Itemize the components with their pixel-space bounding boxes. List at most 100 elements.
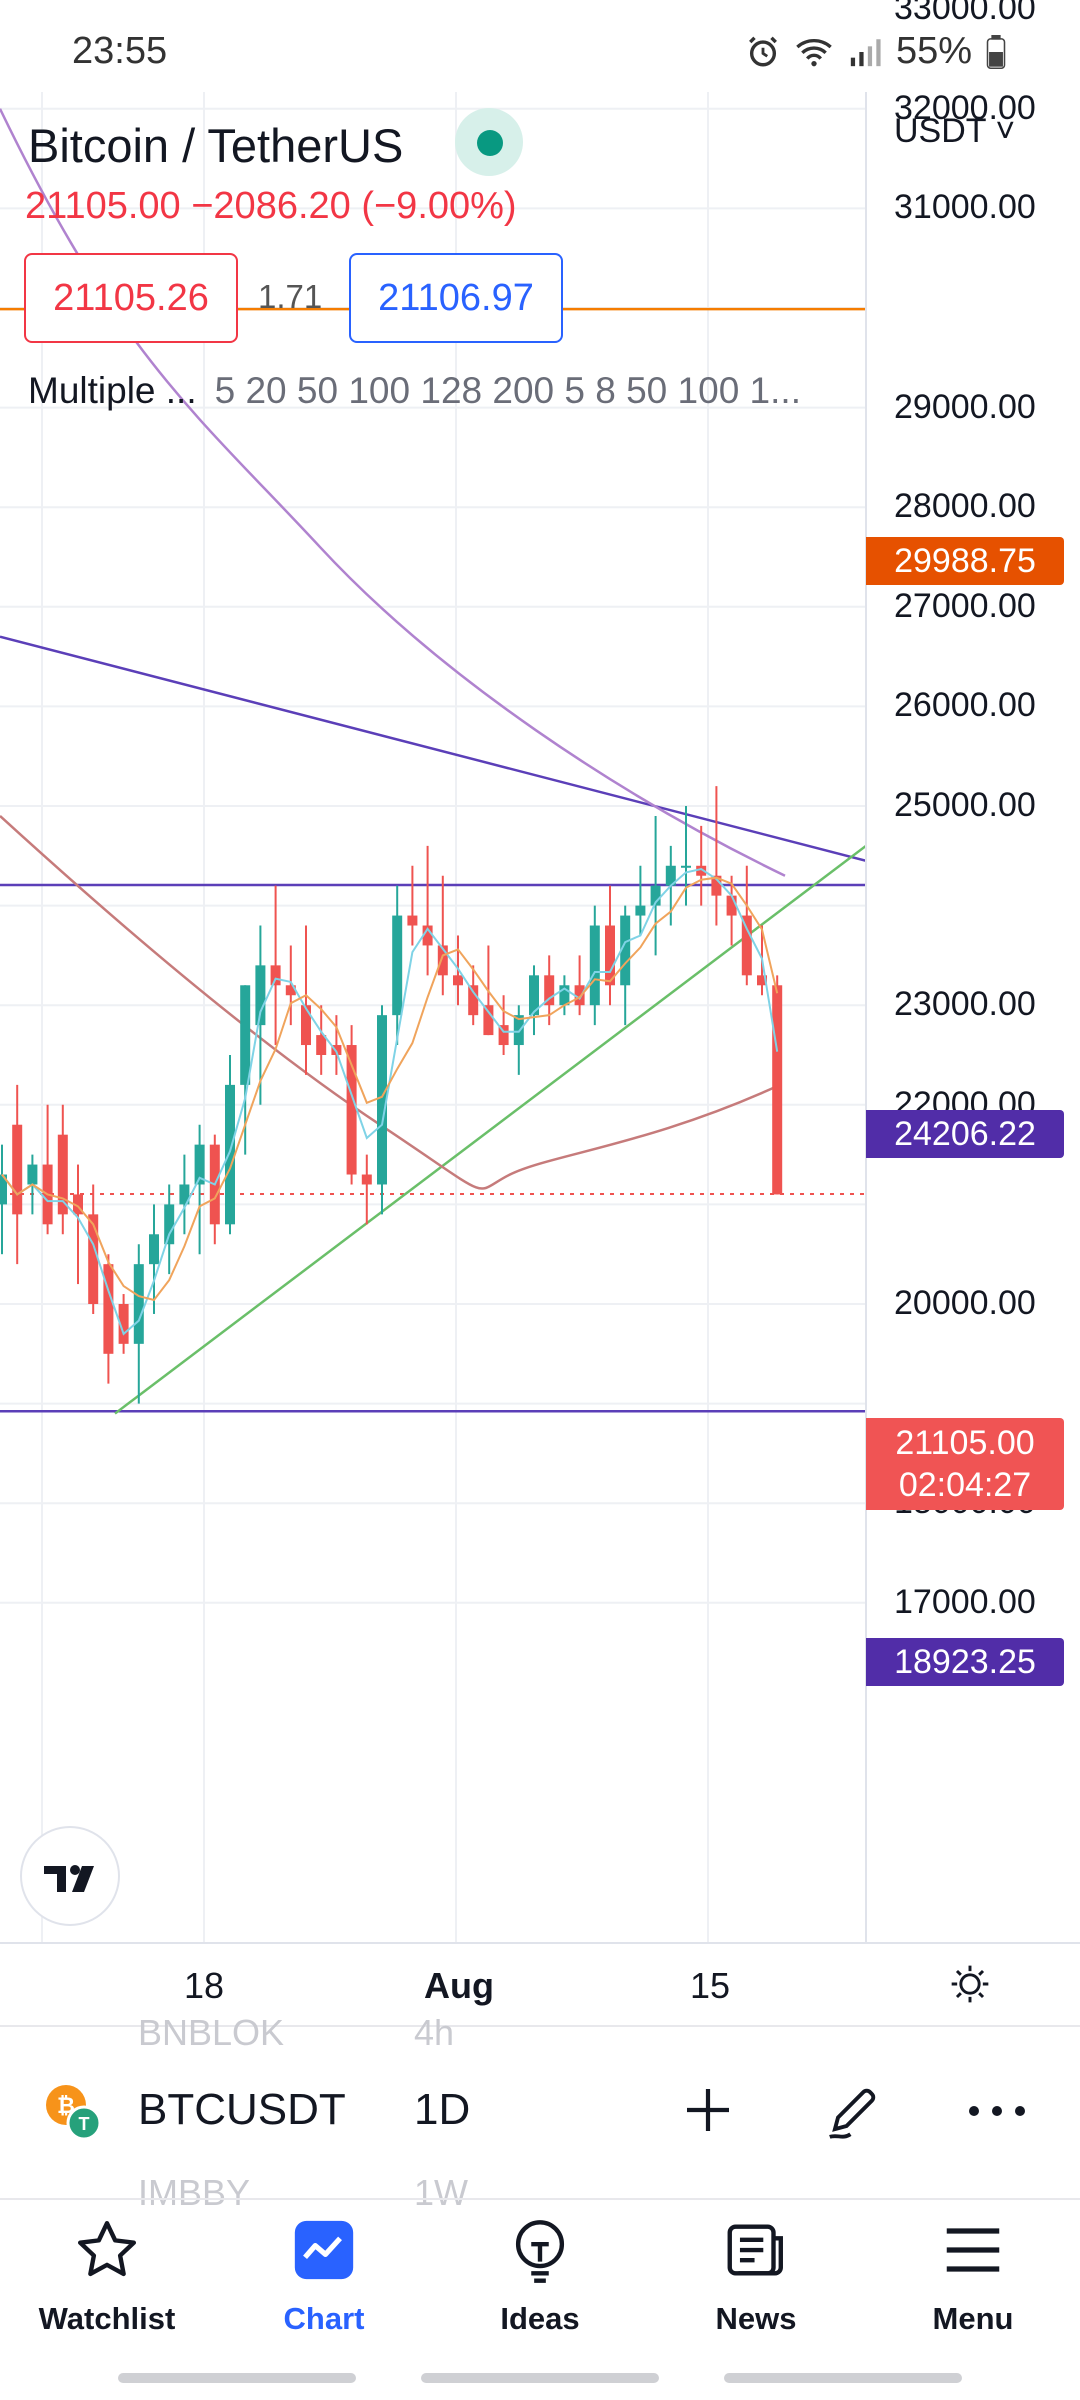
candle-body (453, 975, 463, 986)
more-options-icon[interactable] (962, 2096, 1032, 2126)
nav-menu[interactable]: Menu (888, 2215, 1058, 2337)
candle-body (88, 1214, 99, 1304)
nav-news-label: News (715, 2301, 797, 2336)
drawing-tools-icon[interactable] (822, 2080, 884, 2142)
btc-usdt-pair-icon: ₿ T (46, 2085, 102, 2141)
price-tick-1: 32000.00 (894, 88, 1036, 127)
chart-settings-icon[interactable] (948, 1962, 992, 2006)
candle-body (437, 945, 448, 976)
ma-short-cyan (1, 868, 779, 1336)
symbol-bar-border (0, 2025, 1080, 2027)
nav-chart[interactable]: Chart (239, 2215, 409, 2337)
gesture-bar-center (421, 2373, 659, 2383)
candle-body (589, 925, 600, 1006)
time-label-aug: Aug (424, 1965, 494, 2006)
price-tick-4: 28000.00 (894, 487, 1036, 526)
hamburger-icon (946, 2228, 1000, 2272)
candle-body (726, 895, 737, 916)
time-label-15: 15 (690, 1965, 731, 2006)
chart-icon (294, 2220, 354, 2280)
ghost-interval-below: 1W (414, 2172, 468, 2213)
lower-level-tag: 18923.25 (866, 1638, 1064, 1686)
nav-border (0, 2198, 1080, 2200)
candle-body (772, 985, 783, 1195)
symbol-title[interactable]: Bitcoin / TetherUS (28, 119, 404, 172)
candle-body (225, 1084, 235, 1225)
price-tick-10: 20000.00 (894, 1284, 1036, 1322)
indicator-legend[interactable]: Multiple ... 5 20 50 100 128 200 5 8 50 1… (28, 370, 848, 412)
price-tick-2: 31000.00 (894, 188, 1036, 227)
time-axis-border (0, 1942, 1080, 1944)
candle-body (468, 985, 479, 1016)
candle-body (529, 975, 539, 1016)
candle-body (422, 925, 433, 946)
lightbulb-icon (515, 2220, 565, 2283)
currency-selector[interactable]: USDT ˅ (894, 112, 1016, 150)
candle-body (346, 1045, 357, 1175)
nav-menu-label: Menu (932, 2301, 1014, 2336)
battery-percent: 55% (895, 30, 972, 72)
orange-line-tag: 29988.75 (866, 537, 1064, 585)
candle-body (741, 915, 752, 976)
symbol-selector[interactable]: BTCUSDT (138, 2085, 346, 2134)
ghost-symbol-below: IMBBY (138, 2172, 251, 2213)
upper-level-tag: 24206.22 (866, 1110, 1064, 1158)
nav-watchlist-label: Watchlist (38, 2301, 176, 2336)
candle-body (513, 1015, 524, 1046)
price-tick-0: 33000.00 (894, 0, 1036, 28)
price-tick-5: 27000.00 (894, 586, 1036, 625)
buy-button[interactable]: 21106.97 (349, 253, 563, 343)
tv-logo-icon (44, 1865, 94, 1892)
candle-body (605, 925, 615, 986)
candle-body (133, 1264, 144, 1344)
gesture-bar-right (724, 2373, 962, 2383)
candle-body (574, 985, 585, 1006)
indicator-values: 5 20 50 100 128 200 5 8 50 100 1... (214, 370, 801, 411)
status-icons: 55% (746, 30, 1006, 73)
candle-body (377, 1015, 387, 1185)
ghost-symbol-above: BNBLOK (138, 2012, 285, 2053)
candle-body (0, 1174, 7, 1205)
candle-body (544, 975, 555, 1006)
newspaper-icon (727, 2224, 783, 2276)
candle-body (316, 1035, 327, 1055)
ma-mid-brown (0, 815, 781, 1190)
nav-watchlist[interactable]: Watchlist (22, 2215, 192, 2337)
candle-body (483, 1005, 494, 1036)
candle-body (240, 985, 251, 1085)
nav-ideas[interactable]: Ideas (455, 2215, 625, 2337)
market-open-dot (477, 130, 503, 156)
alarm-icon (748, 36, 777, 66)
nav-ideas-label: Ideas (500, 2301, 580, 2336)
svg-text:₿: ₿ (57, 2093, 75, 2118)
candle-body (407, 915, 418, 926)
nav-news[interactable]: News (671, 2215, 841, 2337)
add-icon[interactable] (680, 2082, 736, 2138)
interval-selector[interactable]: 1D (414, 2085, 471, 2134)
candle-body (149, 1234, 159, 1265)
candle-body (757, 975, 767, 986)
svg-text:T: T (79, 2114, 90, 2134)
sell-button[interactable]: 21105.26 (24, 253, 238, 343)
price-tick-12: 17000.00 (894, 1582, 1036, 1621)
spread-value: 1.71 (258, 278, 323, 315)
candle-body (285, 985, 296, 996)
candle-body (103, 1264, 114, 1354)
candle-body (255, 965, 266, 1026)
candle-body (498, 1025, 509, 1046)
star-icon (77, 2220, 137, 2277)
candle-body (392, 915, 403, 1016)
candle-body (559, 985, 570, 1006)
ma-short-orange (1, 876, 779, 1302)
candle-body (118, 1304, 129, 1344)
candle-body (711, 875, 722, 896)
candle-body (57, 1134, 68, 1215)
candle-body (361, 1174, 372, 1185)
price-tick-3: 29000.00 (894, 387, 1036, 426)
candle-body (620, 915, 631, 986)
tradingview-logo[interactable] (20, 1826, 120, 1926)
ghost-interval-above: 4h (414, 2012, 455, 2053)
candle-body (12, 1124, 23, 1215)
candle-body (665, 865, 676, 886)
candle-body (650, 885, 661, 906)
